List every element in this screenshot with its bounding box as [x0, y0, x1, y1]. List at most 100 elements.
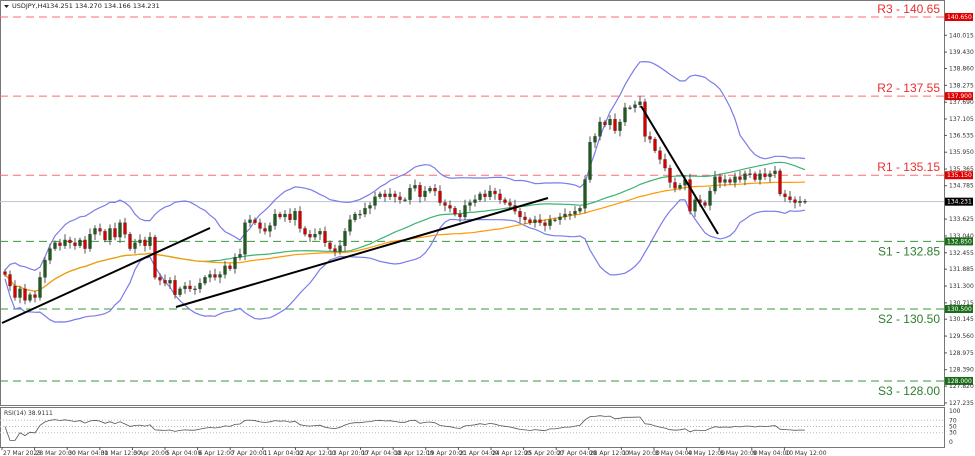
candle-bull — [798, 200, 802, 203]
candle-bull — [388, 193, 392, 197]
candle-bull — [238, 254, 242, 258]
y-tick-label: 127.820 — [949, 383, 974, 390]
candle-bear — [793, 199, 797, 203]
level-label-5: S3 - 128.00 — [878, 384, 940, 398]
rsi-tick-label: 0 — [949, 439, 953, 446]
level-label-1: R2 - 137.55 — [877, 81, 940, 95]
candle-bull — [748, 173, 752, 175]
candle-bear — [278, 213, 282, 218]
level-tag-text-2: 135.150 — [947, 172, 972, 179]
y-tick-label: 139.430 — [949, 49, 974, 56]
x-tick-label: 12 Apr 12:00 — [296, 450, 335, 456]
x-tick-label: 27 Apr 04:00 — [557, 450, 596, 456]
x-tick-label: 30 Mar 04:00 — [68, 450, 108, 456]
candle-bull — [558, 216, 562, 220]
candle-bull — [118, 222, 122, 238]
candle-bull — [88, 234, 92, 249]
level-tag-0 — [945, 13, 973, 21]
candle-bull — [598, 121, 602, 137]
candle-bull — [358, 213, 362, 216]
x-tick-label: 6 Apr 12:00 — [199, 450, 234, 456]
candle-bear — [188, 285, 192, 290]
candle-bear — [443, 202, 447, 206]
candle-bear — [13, 285, 17, 298]
candle-bull — [268, 225, 272, 232]
candle-bull — [623, 107, 627, 123]
candle-bull — [743, 173, 747, 180]
x-tick-label: 18 Apr 12:00 — [394, 450, 433, 456]
candle-bull — [43, 259, 47, 278]
x-tick-label: 7 Apr 20:00 — [231, 450, 266, 456]
candle-bull — [583, 179, 587, 209]
x-tick-label: 17 Apr 04:00 — [362, 450, 401, 456]
candle-bull — [588, 141, 592, 180]
candle-bull — [413, 185, 417, 189]
bollinger-lower — [4, 199, 806, 323]
candle-bull — [578, 208, 582, 212]
candle-bull — [638, 101, 642, 105]
candle-bear — [288, 213, 292, 220]
y-tick-label: 135.365 — [949, 166, 974, 173]
candle-bear — [648, 136, 652, 140]
candle-bear — [483, 193, 487, 197]
candle-bear — [98, 228, 102, 232]
x-tick-label: 9 May 04:00 — [753, 450, 791, 456]
y-tick-label: 137.105 — [949, 116, 974, 123]
candle-bear — [143, 239, 147, 246]
dropdown-triangle-icon[interactable] — [4, 5, 9, 8]
candle-bear — [103, 231, 107, 241]
candle-bull — [133, 242, 137, 249]
y-tick-label: 130.145 — [949, 316, 974, 323]
candle-bull — [723, 179, 727, 183]
x-tick-label: 3 Apr 20:00 — [133, 450, 168, 456]
y-tick-label: 134.785 — [949, 183, 974, 190]
candle-bear — [323, 231, 327, 243]
candle-bull — [208, 274, 212, 278]
candle-bear — [703, 202, 707, 206]
candle-bear — [668, 167, 672, 183]
candle-bear — [783, 193, 787, 197]
candle-bear — [58, 242, 62, 246]
candle-bear — [543, 222, 547, 226]
candle-bear — [438, 190, 442, 203]
candle-bear — [613, 118, 617, 131]
candle-bear — [308, 234, 312, 238]
candle-bull — [93, 228, 97, 235]
y-tick-label: 137.690 — [949, 99, 974, 106]
y-tick-label: 133.040 — [949, 233, 974, 240]
candle-bear — [258, 222, 262, 229]
candle-bull — [363, 208, 367, 215]
trendline-3 — [640, 105, 719, 235]
current-price-tag: 134.231 — [945, 197, 973, 206]
candle-bull — [343, 231, 347, 246]
x-tick-label: 1 May 20:00 — [622, 450, 660, 456]
candle-bear — [653, 139, 657, 151]
candle-bear — [123, 222, 127, 235]
candle-bear — [728, 179, 732, 183]
candle-bear — [518, 211, 522, 218]
rsi-label: RSI(14) 38.9111 — [4, 410, 53, 417]
candle-bull — [248, 219, 252, 223]
candle-bull — [198, 282, 202, 290]
candle-bull — [758, 173, 762, 180]
y-tick-label: 128.390 — [949, 367, 974, 374]
candle-bull — [563, 213, 567, 218]
candle-bear — [263, 228, 267, 232]
x-tick-label: 5 Apr 04:00 — [166, 450, 201, 456]
symbol-label: USDJPY,H4 — [12, 2, 47, 10]
candle-bear — [33, 294, 37, 298]
candle-bull — [568, 213, 572, 216]
candle-bear — [418, 185, 422, 197]
candle-bull — [273, 213, 277, 226]
x-tick-label: 3 May 04:00 — [655, 450, 693, 456]
current-price-text: 134.231 — [947, 199, 972, 206]
candle-bull — [473, 199, 477, 203]
level-tag-4 — [945, 305, 973, 314]
candle-bull — [633, 104, 637, 108]
x-tick-label: 25 Apr 20:00 — [525, 450, 564, 456]
x-tick-label: 4 May 12:00 — [688, 450, 726, 456]
candle-bear — [8, 274, 12, 287]
candle-bear — [528, 219, 532, 223]
